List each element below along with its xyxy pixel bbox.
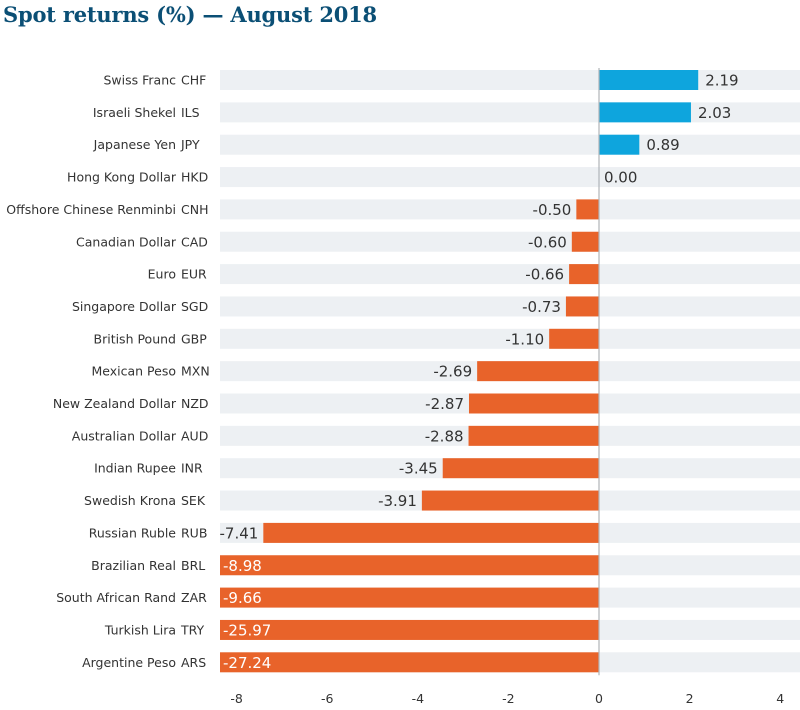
value-label-cad: -0.60 bbox=[528, 233, 567, 251]
category-label-eur: Euro bbox=[148, 267, 176, 282]
currency-code-sek: SEK bbox=[181, 493, 206, 508]
category-label-mxn: Mexican Peso bbox=[92, 364, 177, 379]
currency-code-zar: ZAR bbox=[181, 590, 207, 605]
bar-ils bbox=[599, 102, 691, 123]
currency-code-mxn: MXN bbox=[181, 364, 210, 379]
bar-track-eur bbox=[220, 264, 800, 285]
bars bbox=[220, 70, 699, 673]
x-tick-2: 2 bbox=[686, 691, 694, 706]
bar-track-cad bbox=[220, 231, 800, 252]
x-tick-minus-6: -6 bbox=[321, 691, 334, 706]
bar-sgd bbox=[565, 296, 599, 317]
currency-code-inr: INR bbox=[181, 461, 203, 476]
currency-code-sgd: SGD bbox=[181, 299, 208, 314]
category-label-nzd: New Zealand Dollar bbox=[53, 396, 177, 411]
currency-code-eur: EUR bbox=[181, 267, 207, 282]
currency-code-jpy: JPY bbox=[180, 137, 200, 152]
category-label-cnh: Offshore Chinese Renminbi bbox=[6, 202, 176, 217]
value-label-rub: -7.41 bbox=[220, 524, 259, 542]
currency-code-aud: AUD bbox=[181, 428, 208, 443]
value-label-ils: 2.03 bbox=[698, 104, 731, 122]
value-label-sek: -3.91 bbox=[378, 492, 417, 510]
bar-track-sgd bbox=[220, 296, 800, 317]
category-label-ils: Israeli Shekel bbox=[93, 105, 176, 120]
x-axis-ticks: -8 -6 -4 -2 0 2 4 bbox=[230, 691, 784, 706]
value-label-eur: -0.66 bbox=[525, 266, 564, 284]
value-label-gbp: -1.10 bbox=[505, 330, 544, 348]
value-label-try: -25.97 bbox=[223, 621, 271, 639]
bar-mxn bbox=[477, 361, 599, 382]
category-label-chf: Swiss Franc bbox=[103, 73, 176, 88]
bar-nzd bbox=[468, 393, 599, 414]
chart-title: Spot returns (%) — August 2018 bbox=[3, 2, 377, 27]
currency-code-try: TRY bbox=[180, 622, 205, 637]
value-label-nzd: -2.87 bbox=[425, 395, 464, 413]
currency-code-hkd: HKD bbox=[181, 170, 208, 185]
category-label-zar: South African Rand bbox=[56, 590, 176, 605]
category-label-inr: Indian Rupee bbox=[94, 461, 176, 476]
currency-code-nzd: NZD bbox=[181, 396, 209, 411]
category-label-gbp: British Pound bbox=[94, 331, 177, 346]
value-label-cnh: -0.50 bbox=[533, 201, 572, 219]
category-label-rub: Russian Ruble bbox=[89, 525, 177, 540]
bar-chf bbox=[599, 70, 699, 90]
bar-inr bbox=[442, 458, 599, 479]
value-labels: 2.19 2.03 0.89 0.00 -0.50 -0.60 -0.66 -0.73 -1.1… bbox=[220, 72, 739, 672]
bar-ars bbox=[220, 652, 599, 673]
x-tick-minus-4: -4 bbox=[412, 691, 425, 706]
currency-code-chf: CHF bbox=[181, 73, 206, 88]
currency-code-ils: ILS bbox=[181, 105, 200, 120]
bar-track-cnh bbox=[220, 199, 800, 220]
category-label-sek: Swedish Krona bbox=[84, 493, 176, 508]
currency-code-brl: BRL bbox=[181, 558, 205, 573]
currency-code-cad: CAD bbox=[181, 234, 208, 249]
value-label-brl: -8.98 bbox=[223, 557, 262, 575]
bar-rub bbox=[263, 522, 599, 543]
bar-cad bbox=[571, 231, 599, 252]
bar-track-jpy bbox=[220, 134, 800, 155]
x-tick-minus-8: -8 bbox=[230, 691, 243, 706]
x-tick-0: 0 bbox=[595, 691, 603, 706]
value-label-chf: 2.19 bbox=[705, 72, 738, 90]
currency-code-rub: RUB bbox=[181, 525, 207, 540]
bar-track-hkd bbox=[220, 167, 800, 188]
category-label-ars: Argentine Peso bbox=[82, 655, 176, 670]
category-label-sgd: Singapore Dollar bbox=[72, 299, 177, 314]
bar-gbp bbox=[549, 328, 599, 349]
bar-brl bbox=[220, 555, 599, 576]
value-label-jpy: 0.89 bbox=[646, 136, 679, 154]
currency-code-gbp: GBP bbox=[181, 331, 207, 346]
value-label-mxn: -2.69 bbox=[433, 363, 472, 381]
category-label-hkd: Hong Kong Dollar bbox=[67, 170, 177, 185]
bar-try bbox=[220, 619, 599, 640]
value-label-sgd: -0.73 bbox=[522, 298, 561, 316]
bar-sek bbox=[421, 490, 599, 511]
x-tick-4: 4 bbox=[776, 691, 784, 706]
value-label-inr: -3.45 bbox=[399, 460, 438, 478]
value-label-hkd: 0.00 bbox=[604, 169, 637, 187]
category-label-aud: Australian Dollar bbox=[72, 428, 177, 443]
category-label-cad: Canadian Dollar bbox=[76, 234, 177, 249]
category-label-jpy: Japanese Yen bbox=[93, 137, 176, 152]
bar-tracks bbox=[220, 70, 800, 673]
bar-aud bbox=[468, 425, 599, 446]
x-tick-minus-2: -2 bbox=[502, 691, 514, 706]
currency-code-ars: ARS bbox=[181, 655, 206, 670]
value-label-aud: -2.88 bbox=[425, 427, 464, 445]
bar-track-gbp bbox=[220, 328, 800, 349]
currency-code-cnh: CNH bbox=[181, 202, 208, 217]
category-labels: Swiss Franc CHF Israeli Shekel ILS Japanese … bbox=[6, 73, 209, 670]
category-label-try: Turkish Lira bbox=[104, 622, 176, 637]
bar-jpy bbox=[599, 134, 640, 155]
bar-eur bbox=[569, 264, 599, 285]
value-label-zar: -9.66 bbox=[223, 589, 262, 607]
category-label-brl: Brazilian Real bbox=[91, 558, 176, 573]
bar-zar bbox=[220, 587, 599, 608]
value-label-ars: -27.24 bbox=[223, 654, 271, 672]
bar-cnh bbox=[576, 199, 599, 220]
